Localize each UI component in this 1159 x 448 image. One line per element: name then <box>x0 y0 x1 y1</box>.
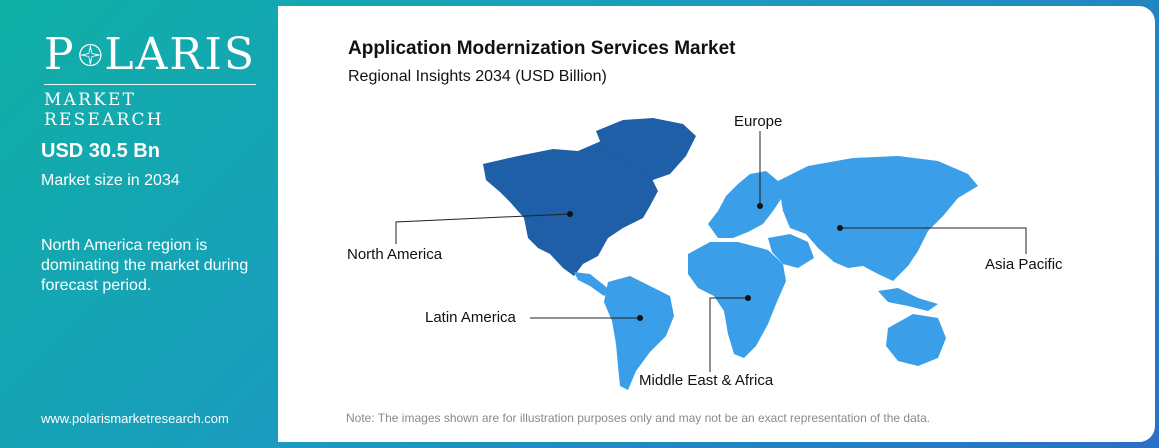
map-card: Application Modernization Services Marke… <box>278 6 1155 442</box>
marker-north-america <box>567 211 573 217</box>
report-title: Application Modernization Services Marke… <box>348 38 736 59</box>
market-caption: Market size in 2034 <box>41 172 180 189</box>
region-mea-shape <box>688 242 786 358</box>
logo-wordmark: P LARIS <box>44 30 256 80</box>
logo-letter: P <box>44 29 76 80</box>
label-europe: Europe <box>734 113 783 130</box>
logo-divider <box>44 84 256 85</box>
region-middle-east-shape <box>768 234 814 268</box>
region-europe-shape <box>708 171 783 238</box>
label-latin-america: Latin America <box>425 309 516 326</box>
market-value: USD 30.5 Bn <box>41 140 160 162</box>
region-greenland-shape <box>596 118 696 181</box>
region-sea-islands-shape <box>878 288 938 311</box>
marker-mea <box>745 295 751 301</box>
insight-text: North America region is dominating the m… <box>41 237 249 294</box>
label-mea: Middle East & Africa <box>639 372 774 389</box>
marker-asia-pacific <box>837 225 843 231</box>
website-link[interactable]: www.polarismarketresearch.com <box>41 411 229 426</box>
region-australia-shape <box>886 314 946 366</box>
logo-tagline: MARKET RESEARCH <box>44 90 164 130</box>
marker-latin-america <box>637 315 643 321</box>
region-central-america-shape <box>574 272 610 296</box>
report-subtitle: Regional Insights 2034 (USD Billion) <box>348 68 607 85</box>
label-asia-pacific: Asia Pacific <box>985 256 1063 273</box>
region-asia-shape <box>778 156 978 281</box>
region-latin-america-shape <box>604 276 674 390</box>
leader-north-america <box>395 213 571 244</box>
label-north-america: North America <box>347 246 443 263</box>
leader-mea <box>709 297 748 372</box>
marker-europe <box>757 203 763 209</box>
polaris-logo: P LARIS MARKET RESEARCH <box>44 30 256 130</box>
world-map <box>395 118 1027 390</box>
compass-star-icon <box>78 43 102 67</box>
leader-asia-pacific <box>840 227 1027 254</box>
left-panel: P LARIS MARKET RESEARCH USD 30.5 Bn Mark… <box>0 0 300 448</box>
logo-letters: LARIS <box>104 29 256 80</box>
disclaimer-note: Note: The images shown are for illustrat… <box>346 411 931 425</box>
